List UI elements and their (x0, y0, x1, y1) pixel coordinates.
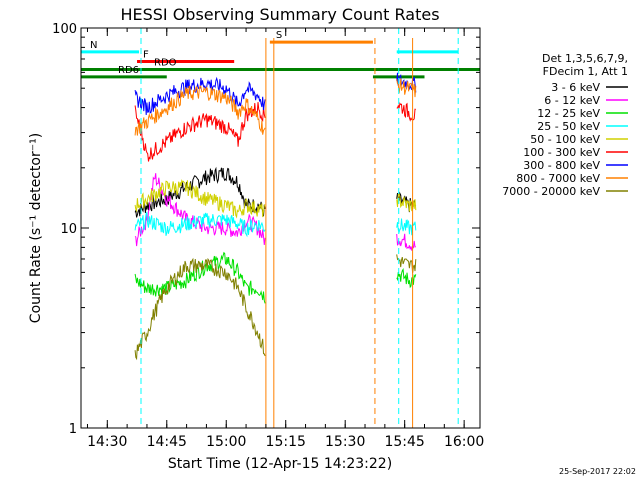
flag-label-n: N (90, 40, 97, 51)
flag-label-rdo: RDO (154, 58, 177, 69)
y-tick-label: 1 (69, 422, 77, 437)
y-tick-label: 10 (60, 222, 77, 237)
legend-label: 50 - 100 keV (530, 133, 600, 146)
legend-label: 6 - 12 keV (544, 94, 600, 107)
flag-label-s: S (276, 30, 282, 41)
x-tick-label: 16:00 (444, 434, 484, 450)
x-tick-label: 15:30 (325, 434, 365, 450)
legend-label: 3 - 6 keV (551, 81, 600, 94)
flag-label-f: F (143, 49, 149, 60)
x-tick-label: 15:00 (206, 434, 246, 450)
x-tick-label: 14:30 (87, 434, 127, 450)
y-tick-label: 100 (52, 22, 77, 37)
series-line (134, 257, 266, 361)
legend-label: 800 - 7000 keV (516, 172, 600, 185)
legend-label: 300 - 800 keV (523, 159, 600, 172)
legend-label: 100 - 300 keV (523, 146, 600, 159)
x-tick-label: 14:45 (147, 434, 187, 450)
flag-label-rd6: RD6 (118, 65, 139, 76)
series-line (134, 179, 266, 219)
series-line (134, 102, 266, 162)
series-line (134, 76, 266, 116)
series-line (134, 211, 266, 238)
y-axis-label: Count Rate (s⁻¹ detector⁻¹) (28, 133, 44, 323)
timestamp: 25-Sep-2017 22:02 (559, 467, 636, 476)
x-tick-label: 15:15 (266, 434, 306, 450)
x-axis-label: Start Time (12-Apr-15 14:23:22) (168, 456, 392, 472)
series-line (134, 251, 266, 304)
legend-label: 25 - 50 keV (537, 120, 600, 133)
legend: Det 1,3,5,6,7,9,FDecim 1, Att 1 3 - 6 keV… (502, 52, 628, 198)
x-tick-label: 15:45 (384, 434, 424, 450)
axes: 14:30 14:45 15:00 15:15 15:30 15:45 16:00 1 10 10… (52, 22, 484, 450)
chart-title: HESSI Observing Summary Count Rates (120, 5, 439, 24)
series-line (134, 166, 266, 218)
observing-flags: N F S RDO RD6 (81, 30, 480, 79)
legend-header: Det 1,3,5,6,7,9, (542, 52, 628, 65)
legend-label: 7000 - 20000 keV (502, 185, 600, 198)
series-line (134, 85, 266, 136)
legend-label: 12 - 25 keV (537, 107, 600, 120)
legend-header: FDecim 1, Att 1 (543, 65, 628, 78)
